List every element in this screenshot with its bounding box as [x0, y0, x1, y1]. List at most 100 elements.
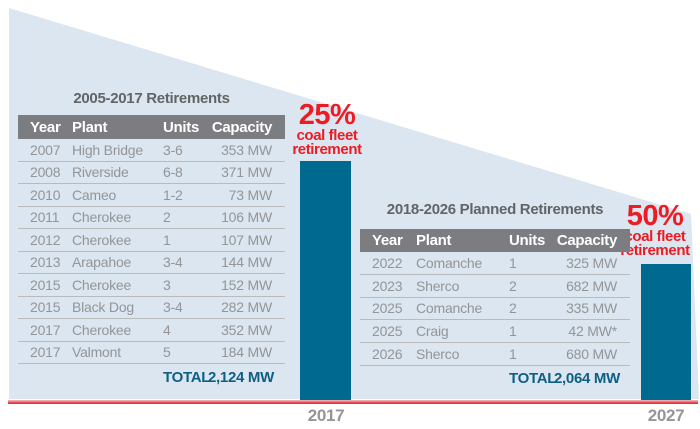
percent-caption-line1: coal fleet: [296, 127, 358, 144]
table-cell: 4: [163, 321, 171, 338]
table-cell: 2010: [30, 186, 61, 203]
table-cell: 353 MW: [221, 141, 272, 158]
table-cell: 2: [509, 277, 517, 294]
table-cell: 1: [509, 346, 517, 363]
table-cell: 2026: [372, 346, 403, 363]
table-row: 2022 Comanche 1 325 MW: [360, 252, 630, 275]
table-cell: 371 MW: [221, 164, 272, 181]
total-label: TOTAL: [509, 370, 557, 388]
table-cell: 2: [509, 300, 517, 317]
percent-caption-line2: retirement: [620, 242, 690, 259]
table-cell: 3-4: [163, 254, 183, 271]
percent-caption-line2: retirement: [292, 141, 362, 158]
table-cell: Sherco: [416, 346, 460, 363]
table-cell: 335 MW: [566, 300, 617, 317]
table-cell: Comanche: [416, 300, 483, 317]
table-cell: 680 MW: [566, 346, 617, 363]
table-cell: 2025: [372, 300, 403, 317]
table-cell: 152 MW: [221, 276, 272, 293]
table-cell: 2015: [30, 299, 61, 316]
column-header-units: Units: [509, 232, 546, 249]
table-cell: 5: [163, 344, 171, 361]
table-body: 2022 Comanche 1 325 MW 2023 Sherco 2 682 MW 2025…: [360, 252, 630, 366]
table-title: 2005-2017 Retirements: [73, 90, 230, 107]
column-header-capacity: Capacity: [556, 232, 617, 249]
table-cell: 2012: [30, 231, 61, 248]
table-cell: 682 MW: [566, 277, 617, 294]
table-cell: Cherokee: [72, 321, 132, 338]
column-header-units: Units: [163, 118, 200, 136]
table-row: 2015 Cherokee 3 152 MW: [18, 274, 285, 297]
callout-50-percent: 50% coal fleet retirement: [610, 200, 700, 259]
table-cell: 2013: [30, 254, 61, 271]
table-row: 2011 Cherokee 2 106 MW: [18, 207, 285, 229]
table-row: 2015 Black Dog 3-4 282 MW: [18, 297, 285, 319]
table-cell: Black Dog: [72, 299, 135, 316]
table-cell: 42 MW*: [568, 323, 617, 340]
table-cell: 3: [163, 276, 171, 293]
table-cell: 6-8: [163, 164, 183, 181]
table-cell: Sherco: [416, 277, 460, 294]
table-cell: High Bridge: [72, 141, 143, 158]
table-cell: 1: [509, 323, 517, 340]
table-row: 2007 High Bridge 3-6 353 MW: [18, 139, 285, 162]
table-cell: Valmont: [72, 344, 121, 361]
table-cell: Cherokee: [72, 231, 132, 248]
table-cell: Cherokee: [72, 276, 132, 293]
table-cell: Comanche: [416, 254, 483, 271]
table-row: 2025 Craig 1 42 MW*: [360, 320, 630, 344]
table-row: 2017 Valmont 5 184 MW: [18, 342, 285, 364]
table-cell: Cherokee: [72, 209, 132, 226]
table-cell: 2023: [372, 277, 403, 294]
table-total-row: TOTAL 2,064 MW: [360, 366, 630, 392]
total-label: TOTAL: [163, 368, 211, 386]
table-row: 2010 Cameo 1-2 73 MW: [18, 184, 285, 207]
table-row: 2012 Cherokee 1 107 MW: [18, 229, 285, 252]
percent-value: 25%: [298, 99, 356, 131]
table-cell: 1: [509, 254, 517, 271]
table-cell: Riverside: [72, 164, 129, 181]
table-row: 2013 Arapahoe 3-4 144 MW: [18, 252, 285, 274]
column-header-capacity: Capacity: [211, 118, 272, 136]
table-cell: 106 MW: [221, 209, 272, 226]
table-cell: 1-2: [163, 186, 183, 203]
callout-25-percent: 25% coal fleet retirement: [282, 99, 372, 158]
table-cell: Cameo: [72, 186, 117, 203]
baseline-red-line: [8, 400, 698, 404]
percent-value: 50%: [626, 200, 684, 232]
table-row: 2017 Cherokee 4 352 MW: [18, 319, 285, 342]
bar-2017-retirement: [300, 161, 351, 402]
table-cell: 2025: [372, 323, 403, 340]
table-cell: 2: [163, 209, 171, 226]
table-cell: 107 MW: [221, 231, 272, 248]
table-row: 2025 Comanche 2 335 MW: [360, 298, 630, 321]
table-cell: Arapahoe: [72, 254, 132, 271]
table-cell: 1: [163, 231, 171, 248]
axis-label-2027: 2027: [647, 406, 685, 425]
column-header-plant: Plant: [72, 118, 108, 136]
table-row: 2008 Riverside 6-8 371 MW: [18, 162, 285, 184]
table-header-row: Year Plant Units Capacity: [18, 115, 285, 139]
table-row: 2023 Sherco 2 682 MW: [360, 275, 630, 298]
table-cell: 325 MW: [566, 254, 617, 271]
table-cell: 2008: [30, 164, 61, 181]
table-cell: 144 MW: [221, 254, 272, 271]
table-cell: 3-6: [163, 141, 183, 158]
table-body: 2007 High Bridge 3-6 353 MW 2008 Riverside 6-8…: [18, 139, 285, 364]
table-cell: 352 MW: [221, 321, 272, 338]
table-cell: 2022: [372, 254, 403, 271]
percent-caption-line1: coal fleet: [624, 228, 686, 245]
planned-retirements-table-2018-2026: 2018-2026 Planned Retirements Year Plant…: [360, 202, 630, 392]
table-cell: 2011: [30, 209, 60, 226]
table-cell: 282 MW: [221, 299, 272, 316]
retirements-table-2005-2017: 2005-2017 Retirements Year Plant Units C…: [18, 91, 285, 390]
table-cell: 73 MW: [228, 186, 273, 203]
axis-label-2017: 2017: [307, 406, 345, 425]
table-cell: 2015: [30, 276, 61, 293]
table-cell: 2017: [30, 321, 61, 338]
table-cell: Craig: [416, 323, 449, 340]
total-value: 2,064 MW: [554, 370, 620, 388]
table-row: 2026 Sherco 1 680 MW: [360, 343, 630, 366]
